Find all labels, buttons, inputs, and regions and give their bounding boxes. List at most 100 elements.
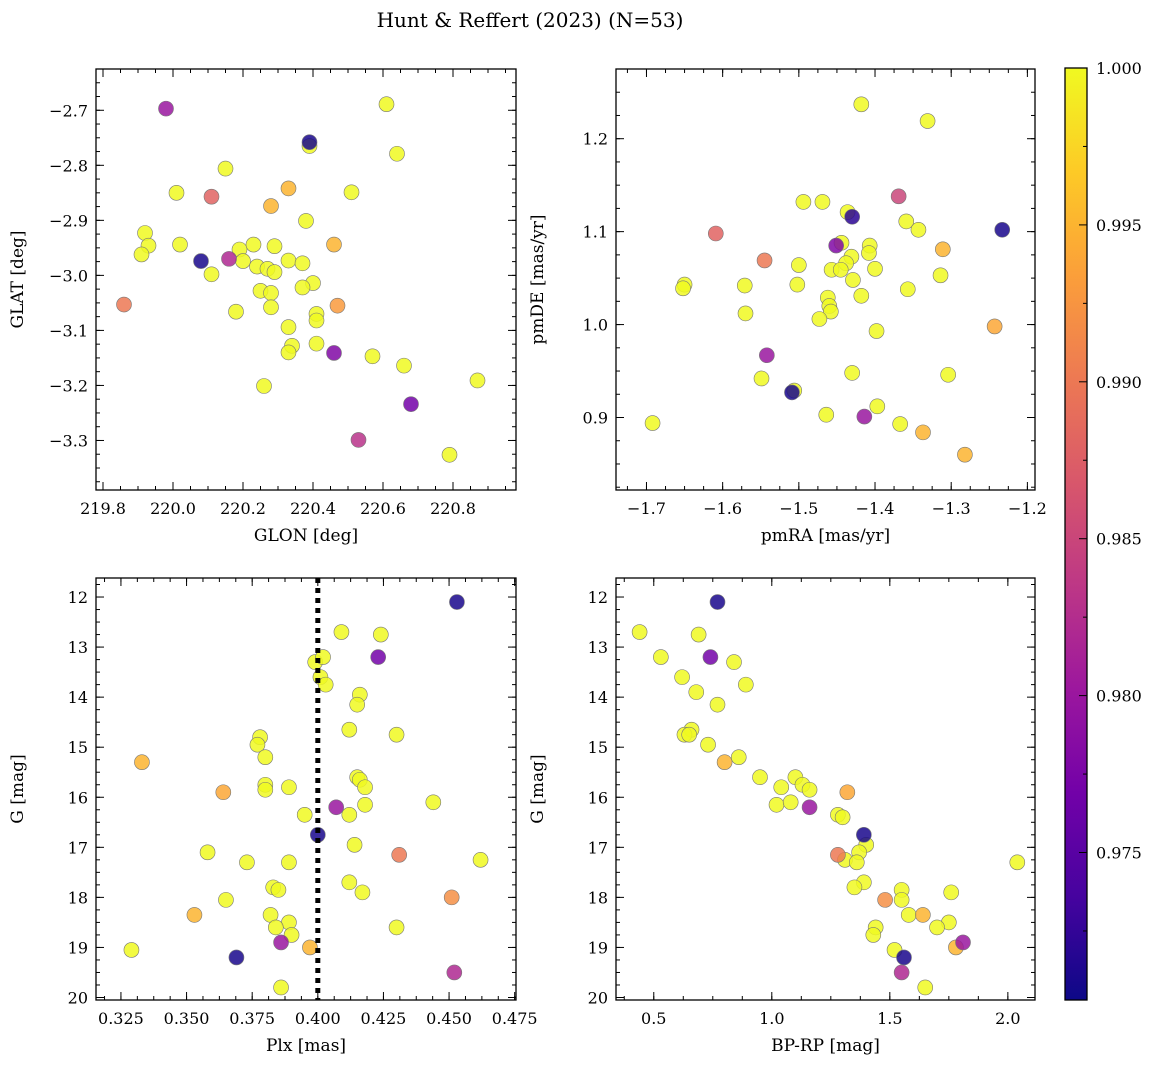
- y-axis-label: G [mag]: [8, 754, 28, 823]
- colorbar-gradient: [1065, 68, 1087, 1000]
- x-tick-label: −1.7: [627, 499, 666, 518]
- data-point: [709, 594, 726, 610]
- data-point: [856, 827, 872, 843]
- y-tick-label: −3.1: [49, 321, 88, 340]
- data-point: [773, 779, 790, 796]
- data-points: [116, 96, 486, 463]
- data-point: [263, 285, 279, 301]
- colorbar-tick-label: 0.990: [1096, 373, 1142, 392]
- data-point: [814, 194, 831, 210]
- data-point: [994, 221, 1011, 238]
- y-tick-label: 1.2: [583, 130, 608, 149]
- y-tick-label: 19: [588, 938, 608, 957]
- data-point: [644, 415, 661, 431]
- x-tick-label: 0.325: [98, 1009, 144, 1028]
- data-point: [186, 907, 203, 923]
- x-tick-label: −1.2: [1008, 499, 1047, 518]
- data-point: [301, 134, 318, 150]
- x-tick-label: 0.425: [361, 1009, 407, 1028]
- data-point: [893, 964, 910, 981]
- y-tick-label: 12: [68, 588, 88, 607]
- data-point: [791, 257, 807, 273]
- data-point: [228, 949, 245, 966]
- data-point: [302, 939, 318, 956]
- data-points: [123, 594, 489, 996]
- data-point: [828, 237, 844, 254]
- data-point: [391, 847, 407, 863]
- x-tick-label: 220.2: [220, 499, 266, 518]
- data-point: [853, 96, 870, 113]
- data-point: [893, 892, 910, 908]
- data-point: [245, 236, 262, 253]
- data-point: [957, 446, 973, 463]
- data-point: [343, 184, 360, 201]
- data-point: [674, 669, 690, 685]
- y-tick-label: 12: [588, 588, 608, 607]
- data-point: [955, 934, 971, 951]
- data-point: [217, 160, 234, 177]
- y-tick-label: 17: [588, 838, 608, 857]
- data-point: [844, 208, 860, 225]
- data-point: [239, 854, 255, 871]
- data-point: [915, 424, 931, 441]
- y-tick-label: 17: [68, 838, 88, 857]
- x-tick-label: 220.0: [150, 499, 196, 518]
- data-point: [818, 406, 835, 423]
- y-tick-label: −2.8: [49, 156, 88, 175]
- y-tick-label: −2.9: [49, 211, 88, 230]
- data-point: [203, 266, 220, 283]
- x-tick-label: 0.5: [641, 1009, 666, 1028]
- data-point: [789, 276, 806, 293]
- scatter-panel-4: 0.5 1.0 1.5 2.0 12 13 14 15 16 17 18 19 20 BP-RP [mag…: [528, 577, 1036, 1056]
- y-tick-label: 1.1: [583, 223, 608, 242]
- data-point: [900, 907, 917, 923]
- data-point: [932, 267, 949, 284]
- data-point: [357, 796, 373, 813]
- data-point: [768, 796, 785, 813]
- data-point: [389, 145, 405, 162]
- x-tick-label: 0.350: [164, 1009, 210, 1028]
- data-point: [346, 837, 363, 853]
- y-tick-label: 13: [68, 638, 88, 657]
- data-point: [702, 649, 719, 665]
- data-point: [898, 213, 915, 230]
- data-point: [257, 781, 274, 798]
- x-axis-label: pmRA [mas/yr]: [761, 526, 890, 546]
- data-point: [280, 319, 297, 335]
- data-point: [308, 335, 325, 352]
- data-point: [910, 221, 927, 238]
- colorbar: 0.975 0.980 0.985 0.990 0.995 1.000: [1064, 59, 1142, 1001]
- data-point: [736, 277, 753, 294]
- data-point: [270, 882, 287, 898]
- data-point: [273, 934, 289, 951]
- colorbar-tick-label: 1.000: [1096, 59, 1142, 78]
- data-point: [472, 852, 489, 868]
- data-point: [892, 416, 908, 432]
- y-tick-label: 20: [68, 988, 88, 1007]
- data-point: [273, 979, 289, 996]
- scatter-panel-3: 0.325 0.350 0.375 0.400 0.425 0.450 0.475 12 13 1…: [8, 577, 538, 1056]
- data-points: [631, 594, 1026, 996]
- data-point: [168, 185, 185, 201]
- x-tick-label: 0.375: [229, 1009, 275, 1028]
- data-point: [268, 919, 284, 936]
- data-point: [690, 626, 707, 643]
- y-tick-label: 16: [68, 788, 88, 807]
- x-tick-label: 0.450: [426, 1009, 472, 1028]
- data-point: [756, 252, 773, 269]
- data-point: [861, 245, 877, 261]
- data-point: [266, 264, 283, 280]
- y-tick-label: −2.7: [49, 101, 88, 120]
- x-tick-label: −1.6: [703, 499, 742, 518]
- data-point: [856, 408, 873, 425]
- data-point: [317, 676, 334, 693]
- data-point: [193, 253, 209, 269]
- data-point: [329, 297, 346, 314]
- axes-frame: [95, 577, 517, 1001]
- data-point: [256, 378, 272, 394]
- data-point: [846, 879, 863, 896]
- data-point: [1009, 854, 1026, 871]
- data-point: [443, 889, 460, 906]
- y-axis-label: G [mag]: [528, 754, 548, 823]
- data-point: [263, 299, 279, 316]
